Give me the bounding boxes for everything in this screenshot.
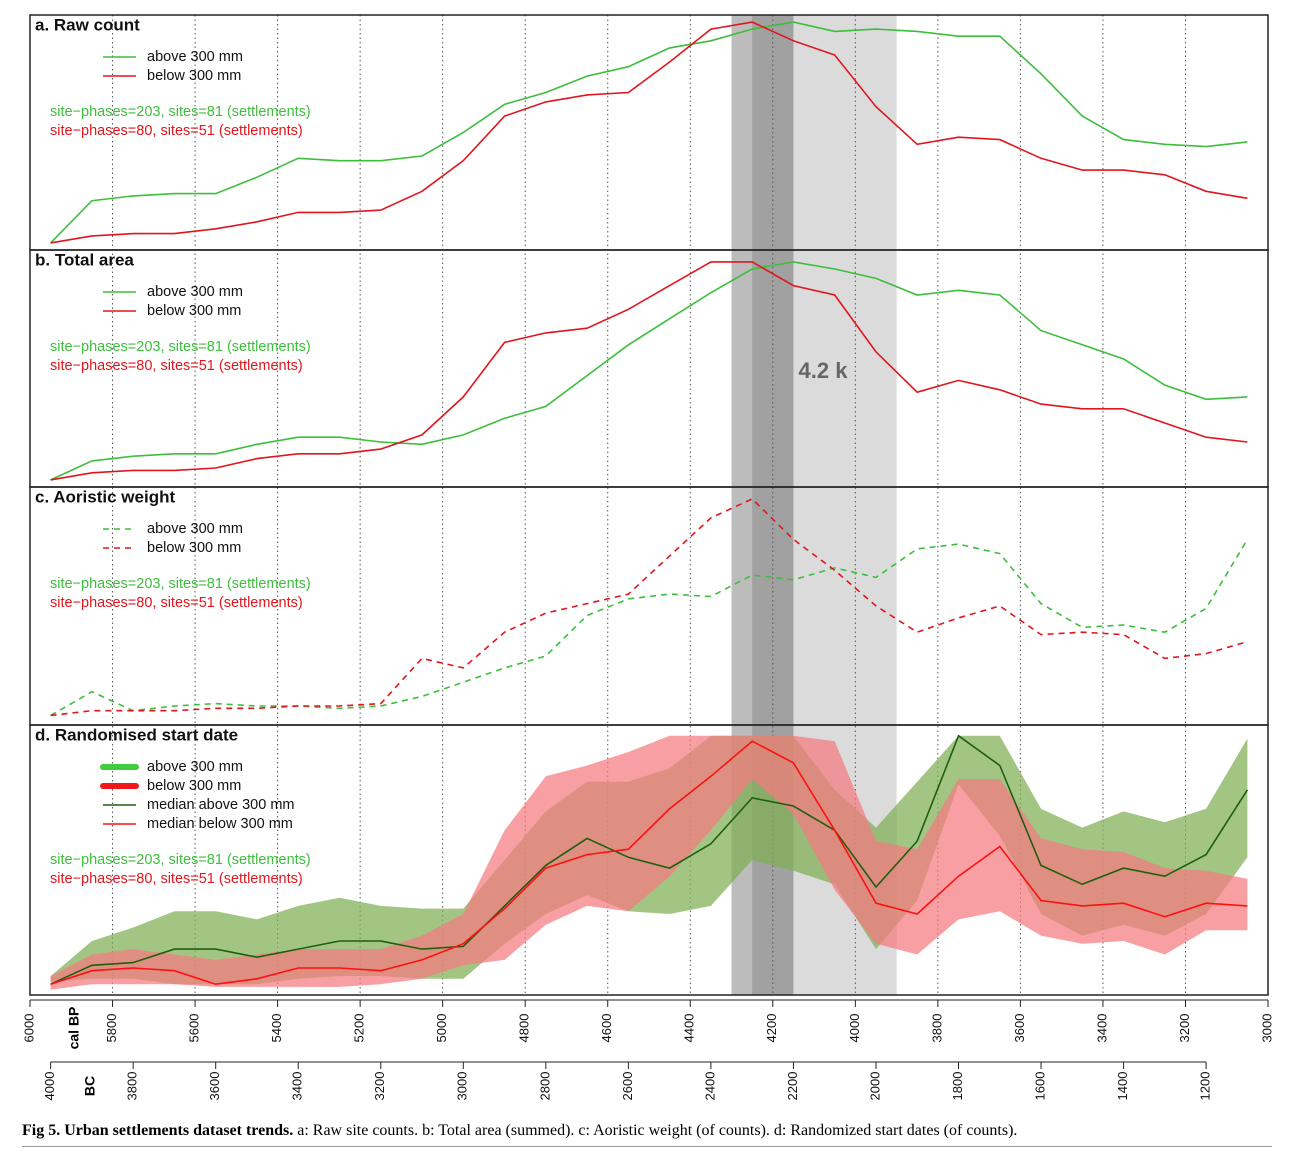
panel-title: a. Raw count <box>35 15 140 34</box>
x2-tick-label: 1600 <box>1032 1072 1047 1101</box>
legend-label: below 300 mm <box>147 778 241 794</box>
x-tick-label: 5000 <box>434 1014 449 1043</box>
x-tick-label: 5200 <box>352 1014 367 1043</box>
x2-tick-label: 2400 <box>702 1072 717 1101</box>
page: {"caption": {"label": "Fig 5. Urban sett… <box>21 14 1275 1147</box>
stats-note: site−phases=203, sites=81 (settlements) <box>50 576 311 592</box>
x-tick-label: 4600 <box>599 1014 614 1043</box>
legend-label: above 300 mm <box>147 49 243 65</box>
x-tick-label: 4000 <box>847 1014 862 1043</box>
panel-title: c. Aoristic weight <box>35 487 175 506</box>
data-line <box>50 261 1248 481</box>
data-line <box>50 21 1248 244</box>
data-line <box>50 497 1248 717</box>
caption: Fig 5. Urban settlements dataset trends.… <box>22 1122 1272 1147</box>
panel-frame <box>29 724 1269 996</box>
x-tick-label: 6000 <box>21 1014 36 1043</box>
data-line <box>50 740 1248 986</box>
data-line <box>50 261 1248 481</box>
data-line <box>50 21 1248 244</box>
stats-note: site−phases=80, sites=51 (settlements) <box>50 595 303 611</box>
x2-tick-label: 3800 <box>125 1072 140 1101</box>
legend-label: below 300 mm <box>147 303 241 319</box>
x-tick-label: 3800 <box>929 1014 944 1043</box>
caption-label: Fig 5. Urban settlements dataset trends. <box>22 1122 294 1139</box>
x-tick-label: 4200 <box>764 1014 779 1043</box>
x-tick-label: 5400 <box>269 1014 284 1043</box>
x-tick-label: 4400 <box>682 1014 697 1043</box>
x2-tick-label: 2600 <box>620 1072 635 1101</box>
figure: a. Raw count above 300 mm below 300 mm site… <box>21 14 1274 1101</box>
legend-label: above 300 mm <box>147 759 243 775</box>
legend-label: below 300 mm <box>147 68 241 84</box>
legend-label: above 300 mm <box>147 521 243 537</box>
x2-tick-label: 3200 <box>372 1072 387 1101</box>
x-tick-label: 3400 <box>1094 1014 1109 1043</box>
x2-tick-label: 3400 <box>290 1072 305 1101</box>
x-tick-label: 3000 <box>1259 1014 1274 1043</box>
panel-title: d. Randomised start date <box>35 725 238 744</box>
x2-tick-label: 2800 <box>537 1072 552 1101</box>
legend-label: median above 300 mm <box>147 797 295 813</box>
panel-title: b. Total area <box>35 250 134 269</box>
stats-note: site−phases=203, sites=81 (settlements) <box>50 339 311 355</box>
x2-tick-label: 1400 <box>1115 1072 1130 1101</box>
legend-label: below 300 mm <box>147 540 241 556</box>
x2-tick-label: 2200 <box>785 1072 800 1101</box>
stats-note: site−phases=80, sites=51 (settlements) <box>50 123 303 139</box>
x-tick-label: 5800 <box>104 1014 119 1043</box>
data-line <box>50 538 1249 717</box>
x2-tick-label: 3600 <box>207 1072 222 1101</box>
x2-tick-label: 2000 <box>867 1072 882 1101</box>
x-axis-label: cal BP <box>66 1007 82 1050</box>
legend-label: above 300 mm <box>147 284 243 300</box>
stats-note: site−phases=80, sites=51 (settlements) <box>50 871 303 887</box>
x2-tick-label: 1800 <box>950 1072 965 1101</box>
caption-text: a: Raw site counts. b: Total area (summe… <box>297 1122 1018 1139</box>
x-tick-label: 5600 <box>187 1014 202 1043</box>
stats-note: site−phases=203, sites=81 (settlements) <box>50 104 311 120</box>
x-tick-label: 4800 <box>517 1014 532 1043</box>
x2-axis-label: BC <box>82 1076 98 1096</box>
x-tick-label: 3200 <box>1177 1014 1192 1043</box>
x2-tick-label: 4000 <box>42 1072 57 1101</box>
data-line <box>50 734 1249 985</box>
stats-note: site−phases=203, sites=81 (settlements) <box>50 852 311 868</box>
x2-tick-label: 1200 <box>1198 1072 1213 1101</box>
legend-label: median below 300 mm <box>147 816 293 832</box>
x2-tick-label: 3000 <box>455 1072 470 1101</box>
annotation: 4.2 k <box>799 358 849 383</box>
x-tick-label: 3600 <box>1012 1014 1027 1043</box>
stats-note: site−phases=80, sites=51 (settlements) <box>50 358 303 374</box>
